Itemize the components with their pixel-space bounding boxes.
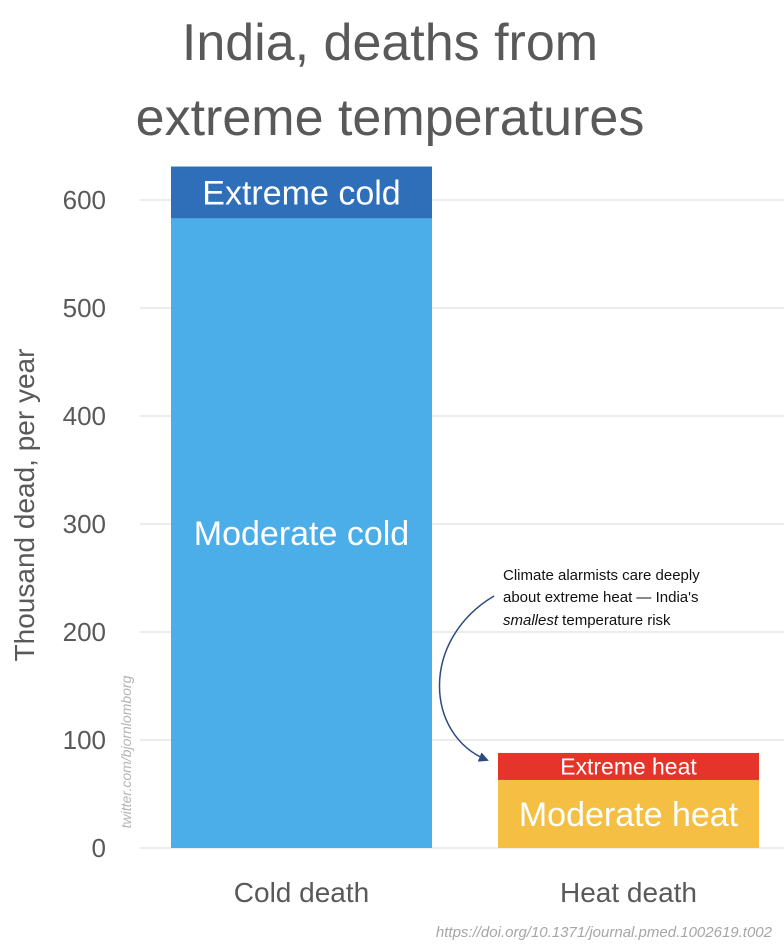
y-axis-label: Thousand dead, per year (9, 349, 40, 662)
annotation-arrow (438, 595, 495, 762)
chart-title-line-2: extreme temperatures (136, 89, 645, 147)
annotation-line-2: about extreme heat — India's (503, 589, 698, 606)
bar-segment-1-1 (498, 752, 759, 780)
annotation: Climate alarmists care deeply about extr… (438, 567, 700, 762)
source-citation: https://doi.org/10.1371/journal.pmed.100… (436, 924, 773, 941)
y-tick-label-500: 500 (63, 293, 106, 323)
annotation-line-1: Climate alarmists care deeply (503, 567, 700, 584)
y-tick-label-400: 400 (63, 401, 106, 431)
category-label-0: Cold death (234, 877, 369, 908)
y-tick-label-600: 600 (63, 185, 106, 215)
segment-label-1-0: Moderate heat (519, 796, 739, 834)
y-axis-ticks: 0 100 200 300 400 500 600 (63, 185, 106, 863)
bars: Moderate cold Extreme cold Moderate heat Ex… (171, 166, 759, 849)
y-tick-label-200: 200 (63, 617, 106, 647)
y-tick-label-300: 300 (63, 509, 106, 539)
watermark-text: twitter.com/bjornlomborg (118, 675, 134, 828)
bar-segment-0-0 (171, 218, 432, 849)
segment-label-0-1: Extreme cold (202, 174, 400, 212)
bar-segment-0-1 (171, 166, 432, 219)
segment-label-1-1: Extreme heat (560, 753, 697, 779)
segment-label-0-0: Moderate cold (194, 515, 409, 553)
category-label-1: Heat death (560, 877, 697, 908)
bar-segment-1-0 (498, 779, 759, 848)
annotation-line-3: smallest temperature risk (503, 612, 671, 629)
y-tick-label-0: 0 (92, 833, 106, 863)
x-axis-categories: Cold death Heat death (234, 877, 697, 908)
y-tick-label-100: 100 (63, 725, 106, 755)
annotation-line-3-rest: temperature risk (558, 612, 671, 629)
chart-title-line-1: India, deaths from (182, 14, 598, 72)
annotation-italic-word: smallest (503, 612, 559, 629)
